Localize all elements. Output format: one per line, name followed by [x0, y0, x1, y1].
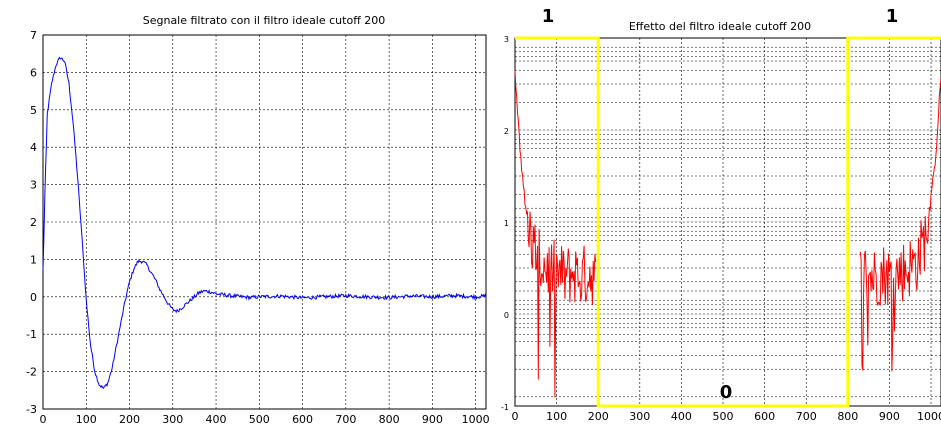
- chart-left-grid: [43, 35, 486, 409]
- x-tick-label: 1000: [917, 410, 941, 423]
- x-tick-label: 100: [546, 410, 567, 423]
- chart-right-red-series-mirror: [859, 77, 941, 372]
- x-tick-label: 500: [713, 410, 734, 423]
- x-tick-label: 600: [292, 413, 313, 426]
- x-tick-label: 200: [119, 413, 140, 426]
- x-tick-label: 300: [629, 410, 650, 423]
- x-tick-label: 100: [76, 413, 97, 426]
- annotation-one-right: 1: [886, 6, 899, 27]
- chart-right-grid: [515, 38, 941, 406]
- chart-left-series-line: [42, 56, 487, 390]
- x-tick-label: 600: [754, 410, 775, 423]
- y-tick-label: 6: [30, 66, 37, 79]
- annotation-one-left: 1: [542, 6, 555, 27]
- x-tick-label: 800: [379, 413, 400, 426]
- x-tick-label: 900: [422, 413, 443, 426]
- x-tick-label: 200: [588, 410, 609, 423]
- x-tick-label: 800: [837, 410, 858, 423]
- x-tick-label: 1000: [462, 413, 490, 426]
- chart-left: Segnale filtrato con il filtro ideale cu…: [26, 14, 490, 426]
- chart-right-title: Effetto del filtro ideale cutoff 200: [629, 20, 811, 33]
- chart-right-x-ticks: 0 100 200 300 400 500 600 700 800 900 1000: [512, 410, 941, 423]
- y-tick-label: -1: [26, 328, 37, 341]
- y-tick-label: 0: [504, 311, 509, 320]
- chart-right: Effetto del filtro ideale cutoff 200 -10…: [501, 6, 941, 423]
- chart-right-yellow-series: [515, 36, 941, 408]
- y-tick-label: -2: [26, 366, 37, 379]
- y-tick-label: 3: [30, 179, 37, 192]
- chart-left-y-ticks: -3 -2 -1 0 1 2 3 4 5 6 7: [26, 29, 37, 416]
- chart-right-y-ticks: -1 0 1 2 3: [501, 35, 509, 412]
- y-tick-label: 0: [30, 291, 37, 304]
- y-tick-label: 5: [30, 104, 37, 117]
- y-tick-label: 1: [30, 253, 37, 266]
- y-tick-label: 2: [504, 127, 509, 136]
- y-tick-label: 4: [30, 141, 37, 154]
- x-tick-label: 700: [796, 410, 817, 423]
- chart-left-x-ticks: 0 100 200 300 400 500 600 700 800 900 1000: [40, 413, 490, 426]
- x-tick-label: 0: [40, 413, 47, 426]
- x-tick-label: 500: [249, 413, 270, 426]
- y-tick-label: -3: [26, 403, 37, 416]
- x-tick-label: 300: [162, 413, 183, 426]
- x-tick-label: 400: [206, 413, 227, 426]
- y-tick-label: 3: [504, 35, 509, 44]
- y-tick-label: 1: [504, 219, 509, 228]
- chart-left-title: Segnale filtrato con il filtro ideale cu…: [143, 14, 386, 27]
- y-tick-label: 7: [30, 29, 37, 42]
- x-tick-label: 400: [671, 410, 692, 423]
- x-tick-label: 700: [335, 413, 356, 426]
- x-tick-label: 900: [879, 410, 900, 423]
- x-tick-label: 0: [512, 410, 519, 423]
- y-tick-label: -1: [501, 403, 509, 412]
- y-tick-label: 2: [30, 216, 37, 229]
- annotation-zero: 0: [720, 382, 733, 403]
- chart-right-red-series: [514, 70, 597, 398]
